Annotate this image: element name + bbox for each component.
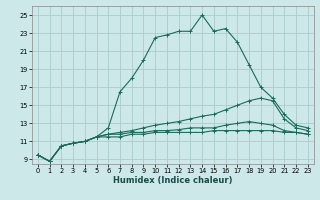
X-axis label: Humidex (Indice chaleur): Humidex (Indice chaleur) [113,176,233,185]
